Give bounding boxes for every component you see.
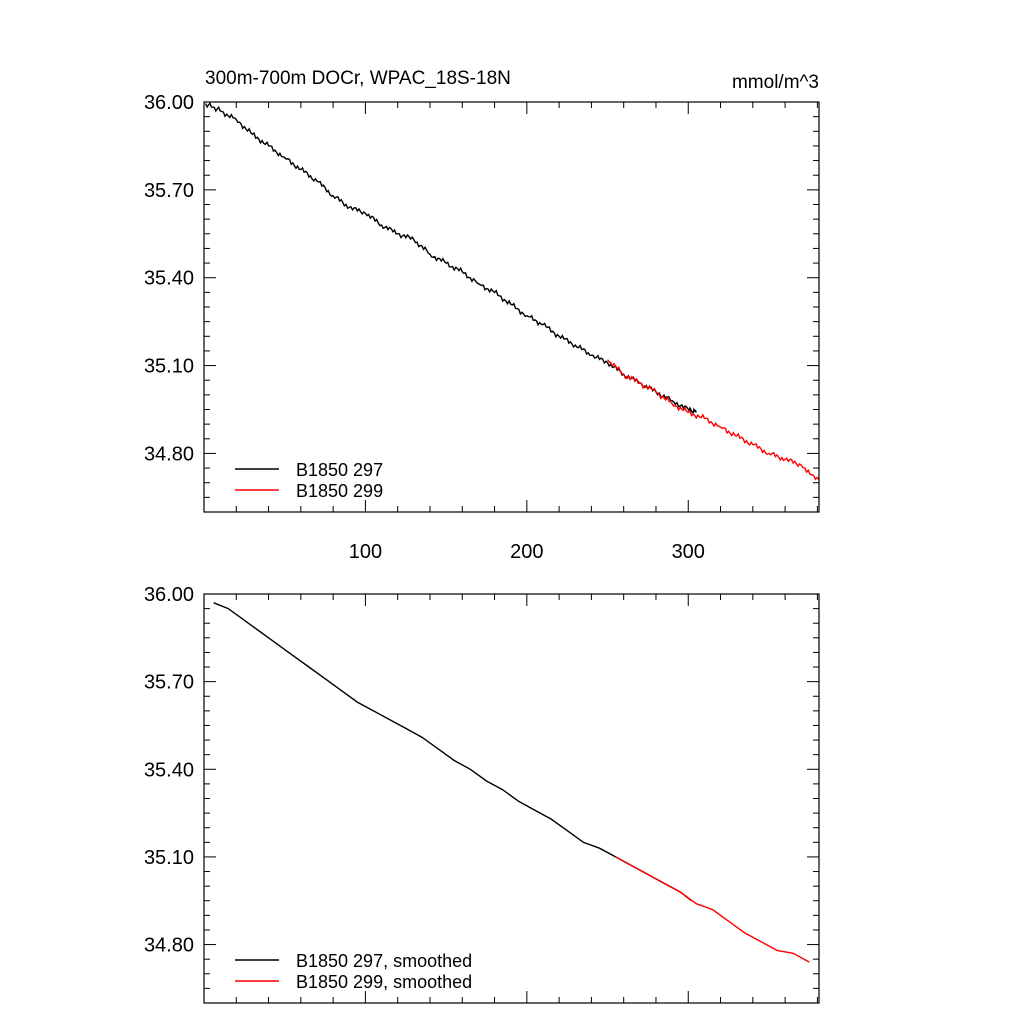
y-tick-label: 34.80 (144, 443, 194, 465)
y-tick-label: 35.10 (144, 847, 194, 869)
axes-ticks: 36.00 35.70 35.40 35.10 34.80 (144, 584, 819, 1004)
units-label: mmol/m^3 (732, 72, 819, 93)
plot-series (213, 602, 810, 963)
top-panel: 300m-700m DOCr, WPAC_18S-18N mmol/m^3 36… (144, 68, 820, 563)
series-line-0 (204, 102, 697, 415)
y-tick-label: 35.40 (144, 268, 194, 290)
legend-label: B1850 299 (296, 481, 383, 501)
chart-title: 300m-700m DOCr, WPAC_18S-18N (205, 68, 511, 89)
plot-frame (203, 593, 820, 1004)
x-tick-label: 300 (672, 541, 705, 563)
plot-frame (203, 101, 820, 513)
series-line-0 (213, 602, 692, 902)
legend-label: B1850 299, smoothed (296, 972, 472, 992)
y-tick-label: 35.70 (144, 180, 194, 202)
series-line-1 (606, 359, 820, 481)
y-tick-label: 35.40 (144, 759, 194, 781)
plot-series (204, 102, 820, 481)
y-tick-label: 35.10 (144, 356, 194, 378)
axes-ticks: 36.00 35.70 35.40 35.10 34.80 100 200 300 (144, 92, 819, 563)
y-tick-label: 36.00 (144, 584, 194, 606)
y-tick-label: 35.70 (144, 672, 194, 694)
bottom-panel: 36.00 35.70 35.40 35.10 34.80 B1850 297, smo… (144, 584, 820, 1004)
y-tick-label: 36.00 (144, 92, 194, 114)
legend-label: B1850 297, smoothed (296, 951, 472, 971)
series-line-1 (615, 856, 810, 963)
x-tick-label: 200 (510, 541, 543, 563)
legend-label: B1850 297 (296, 460, 383, 480)
y-tick-label: 34.80 (144, 935, 194, 957)
x-tick-label: 100 (349, 541, 382, 563)
